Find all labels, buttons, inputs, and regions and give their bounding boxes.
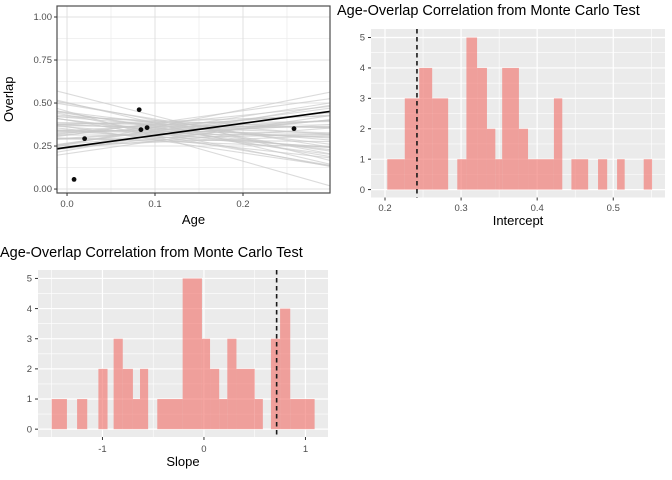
x-axis-label: Slope xyxy=(166,454,200,469)
svg-text:0.2: 0.2 xyxy=(378,203,391,214)
intercept-histogram: Age-Overlap Correlation from Monte Carlo… xyxy=(336,0,672,240)
svg-text:2: 2 xyxy=(360,124,365,135)
svg-text:0.75: 0.75 xyxy=(34,55,53,66)
slope-histogram-canvas: -1 0 1 0 1 2 3 4 5 xyxy=(27,270,328,455)
svg-text:0.25: 0.25 xyxy=(34,141,53,152)
chart-title: Age-Overlap Correlation from Monte Carlo… xyxy=(337,3,640,19)
svg-text:-1: -1 xyxy=(98,444,106,455)
svg-text:0.5: 0.5 xyxy=(607,203,620,214)
svg-text:0.2: 0.2 xyxy=(236,199,249,210)
svg-text:0.3: 0.3 xyxy=(454,203,467,214)
scatter-plot-canvas: 0.0 0.1 0.2 0.00 0.25 0.50 0.75 1.00 xyxy=(34,5,331,210)
svg-text:1: 1 xyxy=(360,154,365,165)
svg-text:0: 0 xyxy=(27,424,32,435)
svg-text:0.4: 0.4 xyxy=(531,203,544,214)
svg-text:2: 2 xyxy=(27,364,32,375)
x-axis-label: Age xyxy=(181,212,206,227)
scatter-plot-age-overlap: 0.0 0.1 0.2 0.00 0.25 0.50 0.75 1.00 Age Overla… xyxy=(0,0,336,240)
svg-text:3: 3 xyxy=(27,334,32,345)
svg-text:1: 1 xyxy=(303,444,308,455)
chart-title: Age-Overlap Correlation from Monte Carlo… xyxy=(0,245,303,261)
svg-text:0.0: 0.0 xyxy=(60,199,73,210)
svg-text:4: 4 xyxy=(360,63,365,74)
intercept-histogram-canvas: 0.2 0.3 0.4 0.5 0 1 2 3 4 5 xyxy=(360,29,665,214)
slope-histogram: Age-Overlap Correlation from Monte Carlo… xyxy=(0,240,672,480)
svg-text:5: 5 xyxy=(360,33,365,44)
svg-text:5: 5 xyxy=(27,274,32,285)
x-axis-label: Intercept xyxy=(492,213,544,228)
svg-text:0: 0 xyxy=(201,444,206,455)
svg-text:1: 1 xyxy=(27,394,32,405)
svg-text:0.1: 0.1 xyxy=(148,199,161,210)
svg-text:0: 0 xyxy=(360,185,365,196)
svg-text:0.50: 0.50 xyxy=(34,98,53,109)
svg-text:3: 3 xyxy=(360,94,365,105)
y-axis-label: Overlap xyxy=(1,76,16,123)
svg-text:4: 4 xyxy=(27,304,32,315)
svg-text:0.00: 0.00 xyxy=(34,184,53,195)
svg-text:1.00: 1.00 xyxy=(34,12,53,23)
